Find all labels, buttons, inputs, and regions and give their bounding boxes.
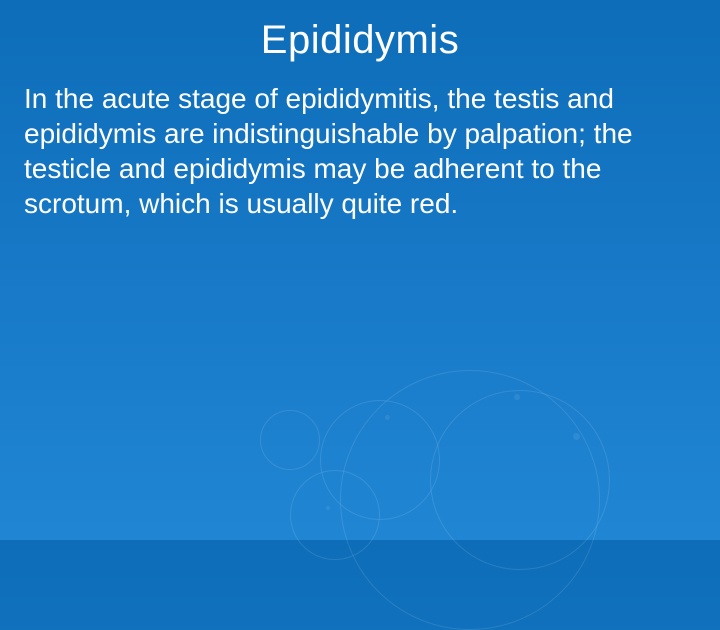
- deco-ring: [290, 470, 380, 560]
- deco-dot: [385, 415, 390, 420]
- background-decoration: [240, 300, 640, 600]
- slide-body-text: In the acute stage of epididymitis, the …: [0, 73, 720, 221]
- deco-dot: [326, 506, 330, 510]
- deco-dot: [514, 394, 520, 400]
- deco-ring: [340, 370, 600, 630]
- deco-ring: [430, 390, 610, 570]
- deco-dot: [573, 433, 580, 440]
- deco-ring: [260, 410, 320, 470]
- slide-title: Epididymis: [0, 0, 720, 73]
- deco-ring: [320, 400, 440, 520]
